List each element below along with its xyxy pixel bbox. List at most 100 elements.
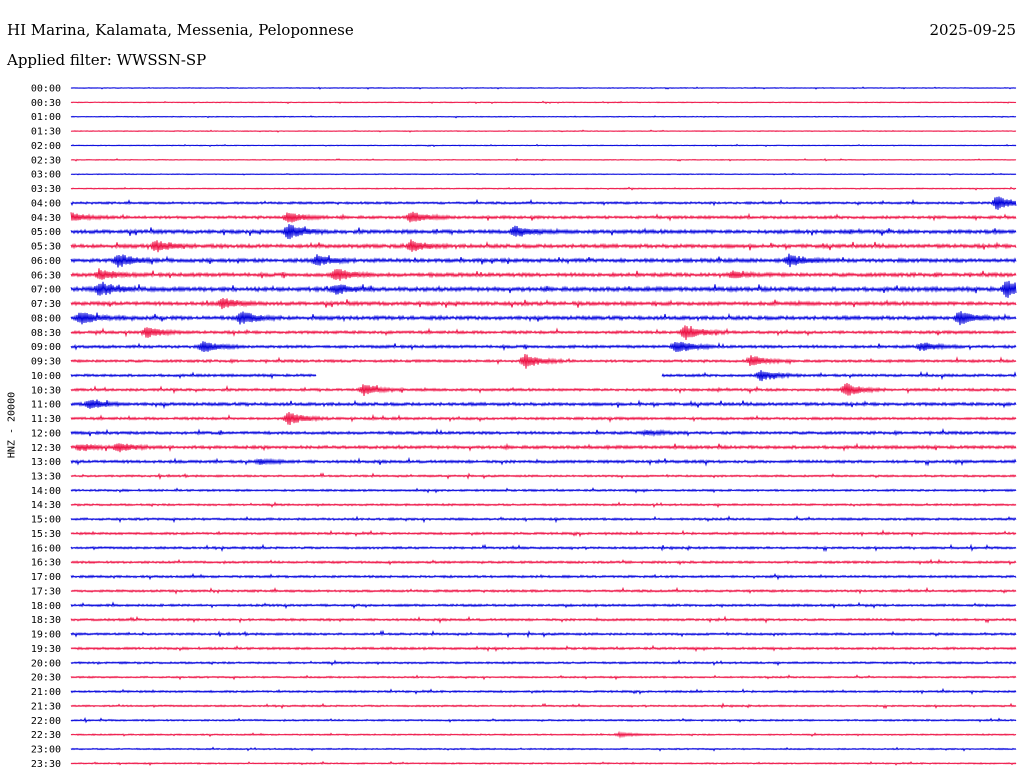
row-time-label: 17:30 (31, 586, 61, 597)
seismic-trace (70, 456, 1017, 467)
seismic-trace (70, 157, 1017, 162)
seismic-trace (70, 746, 1017, 752)
row-time-label: 02:30 (31, 155, 61, 166)
row-time-label: 19:30 (31, 644, 61, 655)
seismic-trace (70, 730, 1017, 739)
row-time-label: 08:30 (31, 328, 61, 339)
seismic-trace (70, 558, 1017, 566)
row-time-label: 04:30 (31, 213, 61, 224)
seismic-trace (70, 370, 1017, 382)
seismic-trace (70, 143, 1017, 148)
station-title: HI Marina, Kalamata, Messenia, Peloponne… (7, 21, 354, 39)
row-time-label: 03:30 (31, 184, 61, 195)
row-time-label: 20:00 (31, 658, 61, 669)
row-time-label: 11:30 (31, 414, 61, 425)
row-time-label: 13:30 (31, 471, 61, 482)
row-time-label: 01:30 (31, 127, 61, 138)
row-time-label: 15:00 (31, 515, 61, 526)
row-time-label: 15:30 (31, 529, 61, 540)
seismic-trace (70, 702, 1017, 710)
row-time-label: 22:00 (31, 716, 61, 727)
seismic-trace (70, 760, 1017, 767)
seismic-trace (70, 412, 1017, 425)
row-time-label: 05:00 (31, 227, 61, 238)
row-time-label: 00:30 (31, 98, 61, 109)
row-time-label: 03:00 (31, 170, 61, 181)
seismic-trace (70, 472, 1017, 481)
row-time-label: 07:30 (31, 299, 61, 310)
date-label: 2025-09-25 (929, 21, 1016, 39)
row-time-label: 00:00 (31, 84, 61, 95)
seismic-trace (70, 543, 1017, 553)
row-time-label: 20:30 (31, 673, 61, 684)
seismic-trace (70, 659, 1017, 667)
row-time-label: 21:00 (31, 687, 61, 698)
seismic-trace (70, 399, 1017, 410)
seismic-trace (70, 354, 1017, 369)
row-time-label: 23:30 (31, 759, 61, 770)
seismic-trace (70, 572, 1017, 581)
row-time-label: 14:30 (31, 500, 61, 511)
seismic-trace (70, 586, 1017, 595)
seismic-trace (70, 515, 1017, 524)
seismic-trace (70, 172, 1017, 176)
seismic-trace (70, 311, 1017, 326)
filter-label: Applied filter: WWSSN-SP (7, 51, 207, 69)
seismic-trace (70, 239, 1017, 253)
seismic-trace (70, 211, 1017, 223)
seismic-trace (70, 253, 1017, 268)
row-time-label: 04:00 (31, 198, 61, 209)
row-time-label: 12:30 (31, 443, 61, 454)
seismic-trace (70, 601, 1017, 610)
seismic-trace (70, 427, 1017, 438)
row-time-label: 11:00 (31, 400, 61, 411)
seismic-trace (70, 100, 1017, 105)
row-time-label: 09:30 (31, 357, 61, 368)
seismic-trace (70, 487, 1017, 494)
seismic-trace (70, 529, 1017, 538)
seismic-trace (70, 268, 1017, 281)
seismic-trace (70, 674, 1017, 681)
row-time-label: 21:30 (31, 701, 61, 712)
row-time-label: 23:00 (31, 745, 61, 756)
seismic-trace (70, 341, 1017, 353)
row-time-label: 12:00 (31, 428, 61, 439)
seismic-trace (70, 129, 1017, 133)
seismic-trace (70, 501, 1017, 509)
row-time-label: 08:00 (31, 313, 61, 324)
row-time-label: 16:00 (31, 543, 61, 554)
row-time-label: 10:30 (31, 385, 61, 396)
row-time-label: 17:00 (31, 572, 61, 583)
seismic-trace (70, 717, 1017, 724)
row-time-label: 18:30 (31, 615, 61, 626)
row-time-label: 07:00 (31, 285, 61, 296)
row-time-label: 18:00 (31, 601, 61, 612)
seismic-trace (70, 224, 1017, 240)
row-time-label: 16:30 (31, 558, 61, 569)
row-time-label: 01:00 (31, 112, 61, 123)
row-time-label: 09:00 (31, 342, 61, 353)
seismic-trace (70, 298, 1017, 310)
row-time-label: 10:00 (31, 371, 61, 382)
row-time-label: 13:00 (31, 457, 61, 468)
row-time-label: 14:00 (31, 486, 61, 497)
seismic-trace (70, 615, 1017, 624)
seismic-trace (70, 629, 1017, 639)
seismic-trace (70, 687, 1017, 695)
seismic-trace (70, 383, 1017, 396)
seismic-trace (70, 186, 1017, 191)
seismic-trace (70, 442, 1017, 453)
row-time-label: 06:00 (31, 256, 61, 267)
seismic-trace (70, 86, 1017, 90)
seismic-trace (70, 196, 1017, 210)
seismic-trace (70, 280, 1017, 298)
seismic-trace (70, 644, 1017, 653)
row-time-label: 19:00 (31, 630, 61, 641)
row-time-label: 06:30 (31, 270, 61, 281)
row-time-label: 05:30 (31, 242, 61, 253)
row-time-label: 02:00 (31, 141, 61, 152)
seismic-trace (70, 325, 1017, 340)
row-time-label: 22:30 (31, 730, 61, 741)
seismic-trace (70, 115, 1017, 119)
